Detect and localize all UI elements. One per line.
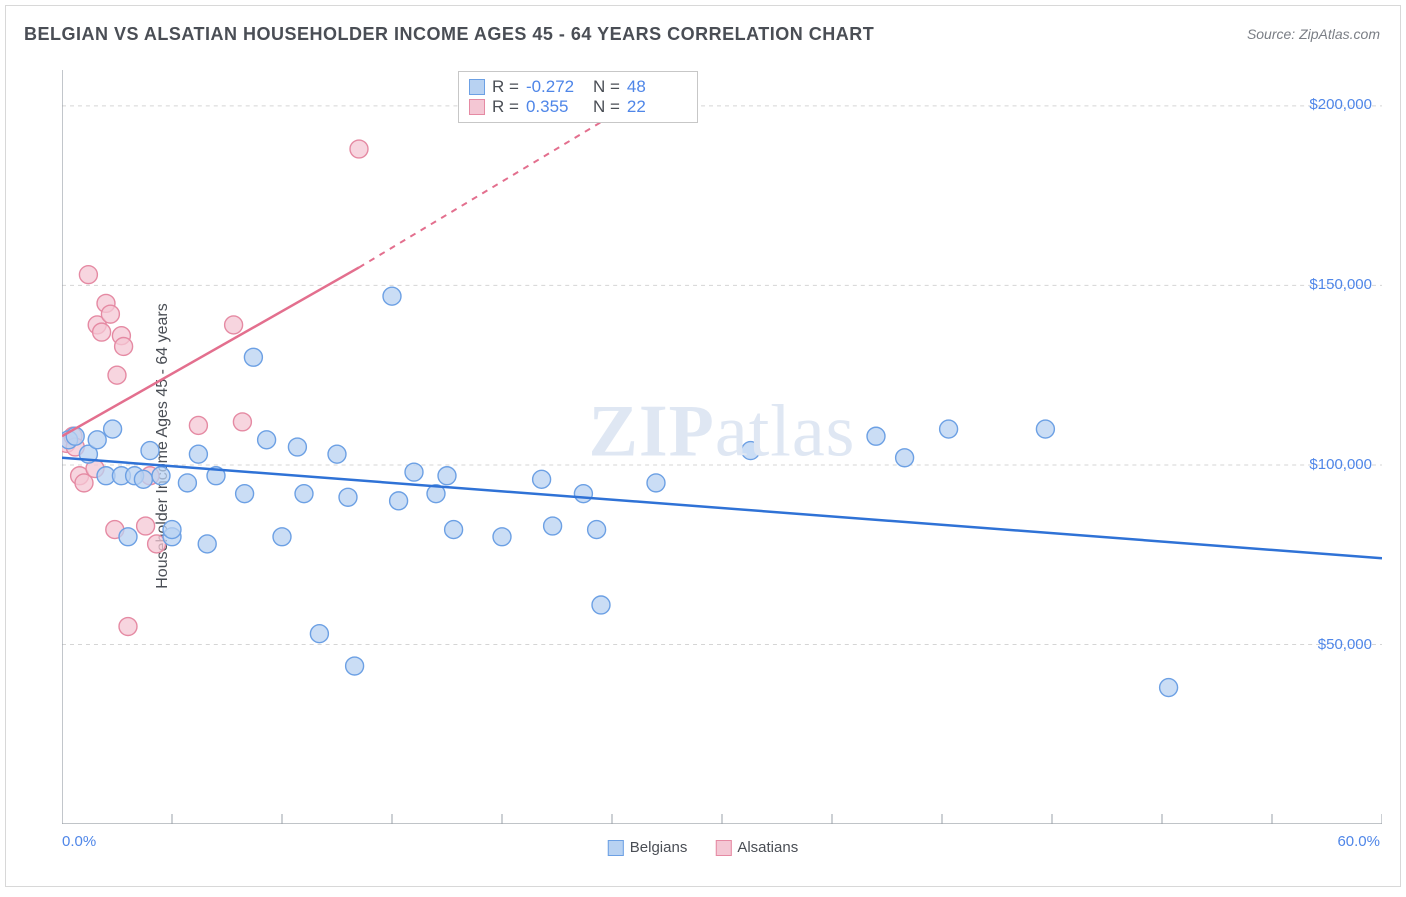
chart-title: BELGIAN VS ALSATIAN HOUSEHOLDER INCOME A… — [24, 24, 874, 45]
stats-r-label: R = — [492, 77, 519, 97]
stats-row: R = 0.355 N = 22 — [469, 97, 687, 117]
x-min-label: 0.0% — [62, 833, 96, 850]
stats-n-label: N = — [593, 77, 620, 97]
y-tick-label: $50,000 — [1318, 636, 1372, 653]
legend-item-belgians: Belgians — [608, 839, 688, 856]
legend: Belgians Alsatians — [608, 839, 798, 856]
chart-container: BELGIAN VS ALSATIAN HOUSEHOLDER INCOME A… — [5, 5, 1401, 887]
y-tick-label: $200,000 — [1309, 96, 1372, 113]
legend-item-alsatians: Alsatians — [715, 839, 798, 856]
legend-label-alsatians: Alsatians — [737, 839, 798, 856]
stats-n-value: 22 — [627, 97, 687, 117]
stats-row: R = -0.272 N = 48 — [469, 77, 687, 97]
plot-svg — [62, 70, 1382, 824]
y-tick-label: $150,000 — [1309, 276, 1372, 293]
legend-swatch-alsatians — [715, 840, 731, 856]
stats-r-value: 0.355 — [526, 97, 586, 117]
source-label: Source: ZipAtlas.com — [1247, 26, 1380, 42]
legend-swatch-belgians — [608, 840, 624, 856]
stats-r-value: -0.272 — [526, 77, 586, 97]
legend-label-belgians: Belgians — [630, 839, 688, 856]
stats-swatch — [469, 99, 485, 115]
x-max-label: 60.0% — [1337, 833, 1380, 850]
stats-n-value: 48 — [627, 77, 687, 97]
y-tick-label: $100,000 — [1309, 456, 1372, 473]
stats-r-label: R = — [492, 97, 519, 117]
stats-swatch — [469, 79, 485, 95]
stats-n-label: N = — [593, 97, 620, 117]
plot-area: ZIPatlas — [62, 70, 1382, 824]
stats-box: R = -0.272 N = 48 R = 0.355 N = 22 — [458, 71, 698, 123]
